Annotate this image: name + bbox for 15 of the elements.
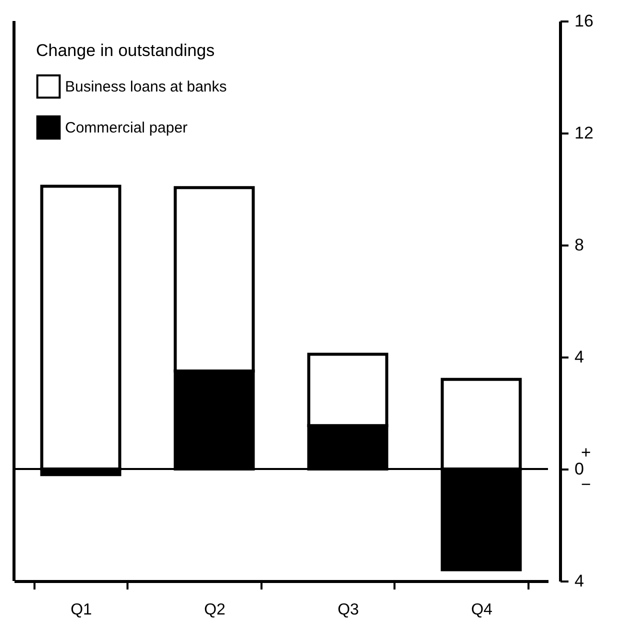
- y-tick-label: 4: [574, 572, 584, 590]
- y-tick-label: 4: [574, 348, 584, 366]
- x-tick-label: Q1: [70, 602, 92, 618]
- y-tick-label: 12: [574, 124, 594, 142]
- x-tick-label: Q3: [338, 602, 360, 618]
- x-tick-label: Q4: [471, 602, 493, 618]
- legend-title: Change in outstandings: [36, 41, 215, 60]
- y-tick-label: 8: [574, 236, 584, 254]
- y-tick-label: 0: [574, 460, 584, 478]
- legend-label: Commercial paper: [65, 120, 188, 136]
- legend-label: Business loans at banks: [65, 78, 227, 96]
- text: +: [581, 443, 591, 462]
- y-tick-label: 16: [574, 12, 594, 30]
- x-tick-label: Q2: [204, 602, 226, 618]
- text: −: [581, 475, 591, 494]
